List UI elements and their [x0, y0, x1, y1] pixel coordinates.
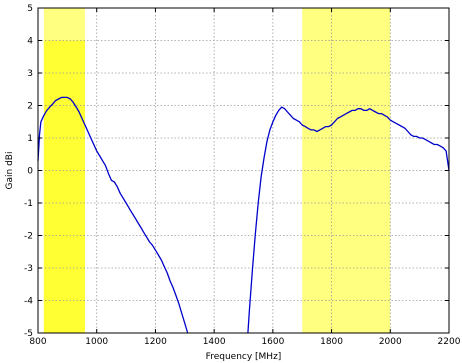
y-tick-label: 2 — [27, 102, 33, 112]
x-tick-label: 1600 — [261, 337, 284, 347]
x-tick-label: 2000 — [379, 337, 402, 347]
grid-lines — [38, 8, 449, 333]
y-tick-label: -5 — [24, 329, 33, 339]
x-axis-label: Frequency [MHz] — [206, 352, 282, 362]
x-tick-label: 1200 — [144, 337, 167, 347]
series-line — [247, 106, 450, 334]
y-tick-label: 4 — [27, 37, 33, 47]
series-line-group — [37, 96, 450, 334]
x-tick-label: 1000 — [85, 337, 108, 347]
series-line — [37, 96, 189, 334]
x-tick-label: 800 — [29, 337, 46, 347]
x-axis-ticks: 800 1000 1200 1400 1600 1800 2000 2200 — [29, 8, 461, 347]
y-tick-label: 3 — [27, 69, 33, 79]
y-axis-label: Gain dBi — [5, 152, 15, 190]
y-tick-label: 1 — [27, 134, 33, 144]
x-tick-label: 2200 — [438, 337, 461, 347]
y-tick-label: -2 — [24, 232, 33, 242]
y-tick-label: -3 — [24, 264, 33, 274]
y-tick-label: 5 — [27, 4, 33, 14]
y-tick-label: 0 — [27, 167, 33, 177]
y-tick-label: -4 — [24, 297, 33, 307]
highlight-band — [43, 40, 85, 333]
x-tick-label: 1400 — [203, 337, 226, 347]
x-tick-label: 1800 — [320, 337, 343, 347]
y-axis-ticks: -5 -4 -3 -2 -1 0 1 2 3 4 5 — [24, 4, 449, 339]
y-tick-label: -1 — [24, 199, 33, 209]
highlight-bands — [43, 8, 391, 333]
